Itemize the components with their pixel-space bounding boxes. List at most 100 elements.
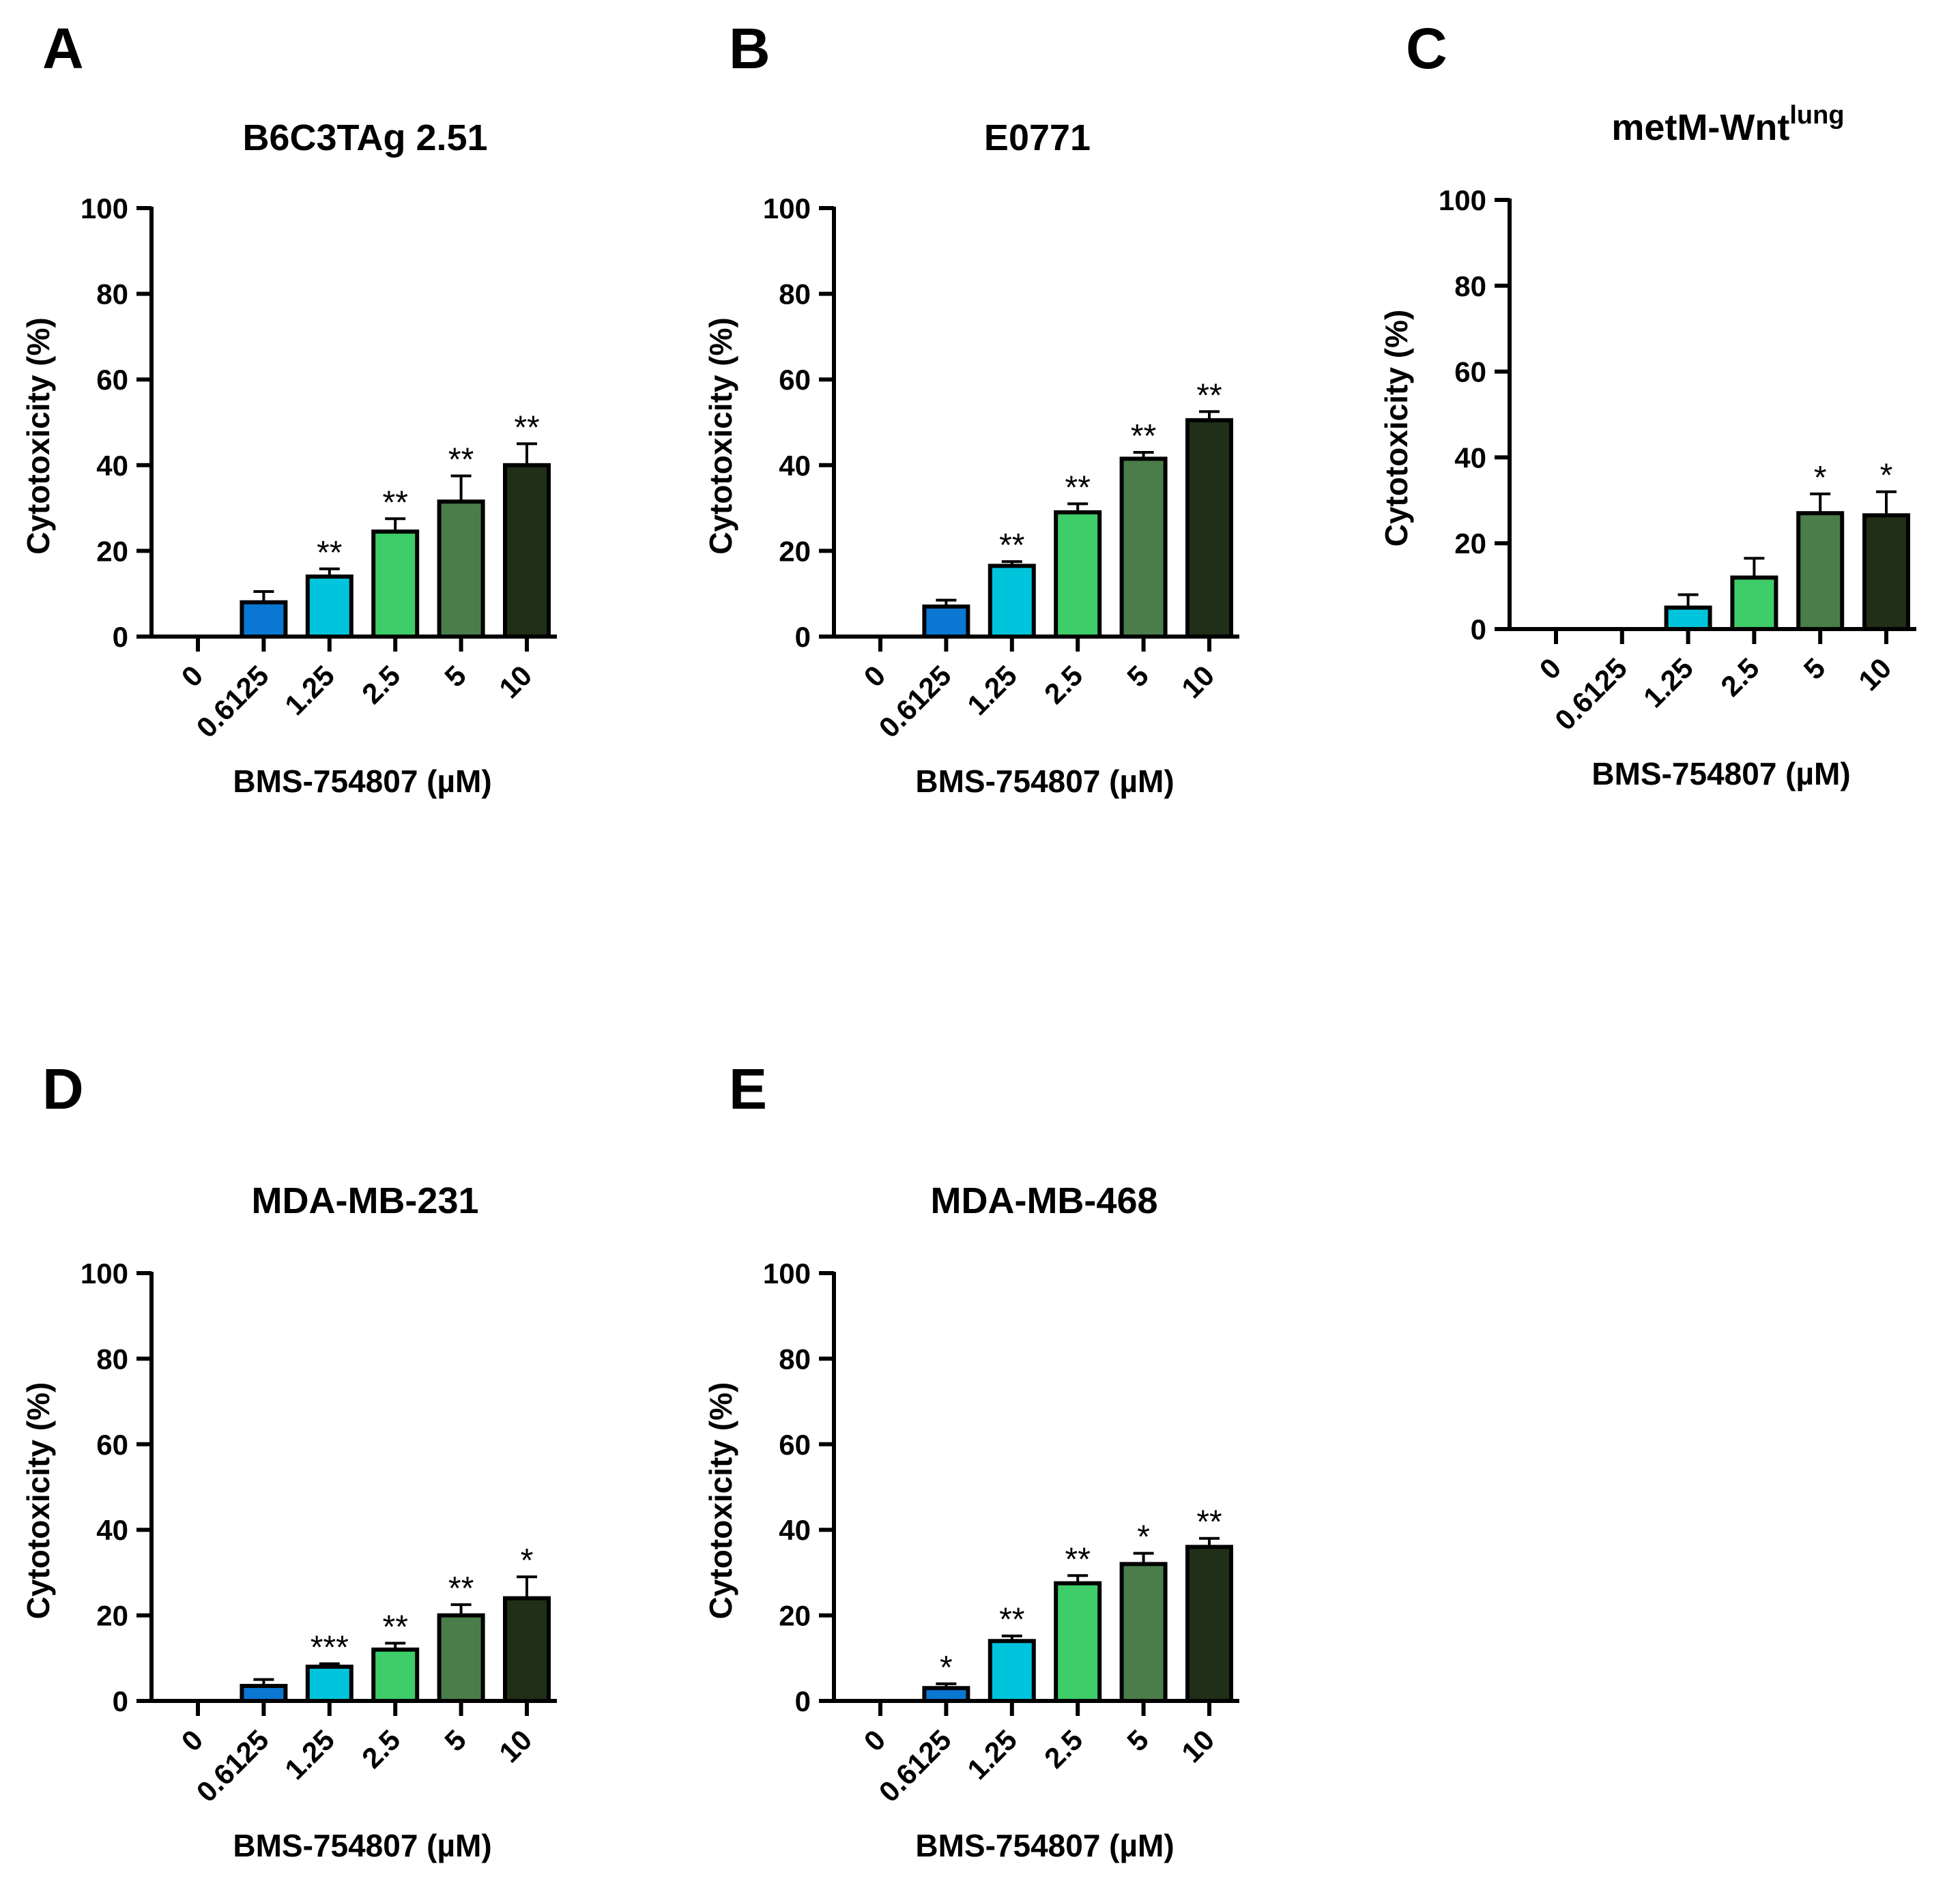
y-tick-label: 100 [763, 192, 811, 224]
y-tick-label: 80 [779, 278, 811, 310]
bar [1054, 1581, 1102, 1703]
bar [437, 1613, 485, 1704]
y-tick-label: 60 [779, 1429, 811, 1461]
y-tick-label: 0 [113, 1685, 128, 1717]
x-tick-label: 5 [438, 1723, 472, 1758]
x-tick-label: 2.5 [1038, 659, 1089, 710]
x-tick-label: 0.6125 [190, 1723, 275, 1808]
y-tick-label: 20 [1454, 527, 1486, 559]
bar [305, 1664, 354, 1704]
x-axis-label: BMS-754807 (µM) [915, 1828, 1174, 1863]
x-axis-label: BMS-754807 (µM) [915, 763, 1174, 799]
bar [1119, 456, 1168, 639]
significance-label: ** [383, 484, 408, 521]
x-tick-label: 2.5 [356, 1723, 407, 1775]
significance-label: ** [448, 442, 474, 478]
y-tick-label: 60 [96, 364, 128, 396]
significance-label: * [521, 1543, 534, 1579]
significance-label: ** [514, 409, 539, 446]
x-tick-label: 0.6125 [1548, 652, 1633, 736]
y-tick-label: 80 [96, 1343, 128, 1375]
bar [437, 499, 485, 639]
chart-title-superscript: lung [1789, 101, 1844, 130]
y-tick-label: 0 [1471, 613, 1486, 645]
x-tick-label: 1.25 [1637, 652, 1699, 714]
bar [1054, 510, 1102, 639]
x-tick-label: 2.5 [356, 659, 407, 710]
panel-letter: E [729, 1057, 767, 1121]
x-tick-label: 1.25 [961, 1723, 1023, 1786]
x-tick-label: 10 [493, 659, 538, 704]
y-tick-label: 40 [96, 1514, 128, 1546]
significance-label: ** [1196, 377, 1222, 413]
y-tick-label: 80 [96, 278, 128, 310]
bar [922, 605, 970, 639]
y-axis-label: Cytotoxicity (%) [1379, 310, 1414, 547]
x-tick-label: 10 [493, 1723, 538, 1768]
x-tick-label: 2.5 [1714, 652, 1766, 703]
x-tick-label: 0 [1533, 652, 1568, 686]
x-tick-label: 0.6125 [873, 659, 957, 744]
y-tick-label: 100 [763, 1257, 811, 1290]
significance-label: * [1880, 458, 1893, 494]
significance-label: ** [1196, 1504, 1222, 1541]
y-tick-label: 60 [96, 1429, 128, 1461]
x-axis-label: BMS-754807 (µM) [1591, 756, 1850, 791]
y-tick-label: 40 [779, 1514, 811, 1546]
y-tick-label: 100 [1439, 184, 1486, 216]
bar [1730, 575, 1778, 632]
significance-label: ** [1065, 1541, 1091, 1577]
x-tick-label: 1.25 [278, 659, 341, 721]
chart-title: E0771 [984, 117, 1091, 158]
x-tick-label: 5 [1798, 652, 1832, 686]
x-tick-label: 0.6125 [190, 659, 275, 744]
chart-title: MDA-MB-231 [251, 1180, 478, 1221]
x-tick-label: 2.5 [1038, 1723, 1089, 1775]
bar [371, 529, 420, 639]
x-axis-label: BMS-754807 (µM) [233, 1828, 491, 1863]
panel-letter: A [42, 16, 84, 81]
y-axis-label: Cytotoxicity (%) [20, 317, 56, 555]
bar [503, 463, 551, 639]
chart-title: B6C3TAg 2.51 [242, 117, 487, 158]
significance-label: ** [383, 1609, 408, 1645]
chart-title: metM-Wntlung [1611, 101, 1844, 148]
x-axis-label: BMS-754807 (µM) [233, 763, 491, 799]
y-tick-label: 60 [779, 364, 811, 396]
bar [988, 564, 1036, 639]
x-tick-label: 10 [1175, 1723, 1220, 1768]
y-tick-label: 40 [96, 450, 128, 482]
y-tick-label: 100 [81, 1257, 128, 1290]
bar [371, 1647, 420, 1704]
y-tick-label: 80 [779, 1343, 811, 1375]
significance-label: ** [317, 535, 342, 571]
bar [240, 600, 288, 639]
chart-title: MDA-MB-468 [930, 1180, 1157, 1221]
panel-letter: D [42, 1057, 84, 1121]
bar [1119, 1562, 1168, 1704]
significance-label: * [1137, 1519, 1150, 1556]
panel-letter: B [729, 16, 770, 81]
significance-label: ** [1065, 469, 1091, 506]
y-axis-label: Cytotoxicity (%) [703, 1382, 738, 1620]
bar [1185, 1545, 1233, 1704]
bar [503, 1596, 551, 1704]
x-tick-label: 0 [858, 1723, 892, 1758]
x-tick-label: 5 [438, 659, 472, 693]
y-tick-label: 0 [795, 1685, 811, 1717]
x-tick-label: 5 [1121, 1723, 1155, 1758]
significance-label: ** [999, 527, 1024, 564]
bar [1664, 605, 1712, 631]
y-tick-label: 80 [1454, 270, 1486, 302]
bar [305, 574, 354, 639]
x-tick-label: 5 [1121, 659, 1155, 693]
y-axis-label: Cytotoxicity (%) [20, 1382, 56, 1620]
significance-label: ** [448, 1571, 474, 1607]
y-tick-label: 20 [96, 535, 128, 567]
